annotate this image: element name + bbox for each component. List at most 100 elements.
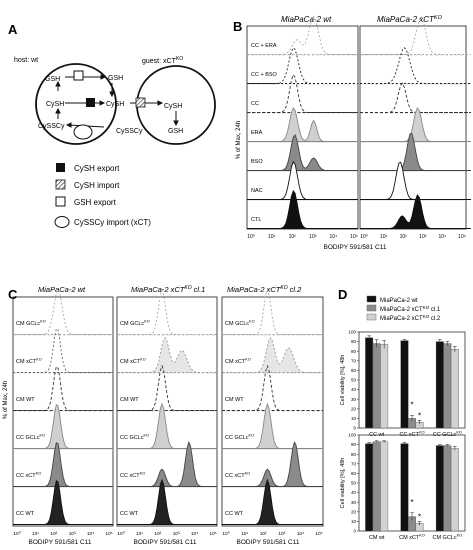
- y-tick-label: 10: [351, 519, 357, 524]
- guest-label: guest: xCTKO: [142, 56, 183, 65]
- y-tick-label: 30: [351, 500, 357, 505]
- bar: [443, 445, 452, 532]
- histogram-curve: [360, 47, 471, 84]
- y-tick-label: 90: [351, 442, 357, 447]
- axis-tick-label: 10³: [278, 531, 285, 537]
- bar: [372, 343, 381, 429]
- bar: [380, 344, 389, 429]
- panel-b-box-ko: [359, 25, 467, 230]
- bar: [365, 337, 374, 429]
- exported-gsh-label: GSH: [108, 75, 123, 82]
- panel-b-letter: B: [233, 19, 242, 34]
- legend-label-cl2: MiaPaCa-2 xCTKO cl.2: [380, 314, 441, 322]
- xct-transporter-icon: [73, 124, 93, 140]
- legend-label-cl1: MiaPaCa-2 xCTKO cl.1: [380, 305, 441, 313]
- y-tick-label: 10: [351, 416, 357, 421]
- histogram-curve: [360, 15, 471, 55]
- histogram-curve: [247, 47, 358, 84]
- panel-b-histograms: [247, 15, 471, 229]
- y-tick-label: 20: [351, 406, 357, 411]
- histogram-curve: [117, 402, 217, 449]
- legend-swatch-wt: [366, 295, 377, 303]
- histogram-curve: [222, 441, 323, 487]
- legend-swatch-cl2: [366, 313, 377, 321]
- panel-a: A host: wt guest: xCTKO GSH CySH CySSCy …: [8, 22, 216, 228]
- panel-c-row-label: CC xCTKO: [16, 472, 41, 480]
- panel-b-xlabel: BODIPY 591/581 C11: [324, 244, 387, 251]
- bar: [400, 340, 409, 429]
- y-tick-label: 70: [351, 461, 357, 466]
- panel-a-letter: A: [8, 22, 18, 37]
- bar: [435, 341, 444, 429]
- y-tick-label: 70: [351, 358, 357, 363]
- legend-cysh-export: CySH export: [74, 164, 120, 173]
- panel-b-row-label: CC + ERA: [251, 43, 277, 49]
- y-tick-label: 60: [351, 368, 357, 373]
- histogram-curve: [13, 328, 113, 373]
- panel-c-ticks: 10⁰ 10¹ 10² 10³ 10⁴ 10⁵ 10⁰ 10¹ 10² 10³ 10⁴ 10⁵ 10⁰ 1…: [13, 531, 322, 537]
- histogram-curve: [247, 160, 358, 200]
- axis-tick-label: 10³: [69, 531, 76, 537]
- panel-c-row-label: CM WT: [16, 397, 35, 403]
- panel-c-row-label: CC xCTKO: [120, 472, 145, 480]
- axis-tick-label: 10¹: [136, 531, 143, 537]
- panel-b-row-label: BSO: [251, 159, 263, 165]
- panel-c-row-label: CC GCLcKO: [225, 434, 254, 442]
- histogram-curve: [222, 402, 323, 449]
- panel-c: C MiaPaCa-2 wt MiaPaCa-2 xCTKO cl.1 MiaP…: [3, 285, 324, 546]
- histogram-curve: [360, 132, 471, 171]
- host-gsh-label: GSH: [45, 76, 60, 83]
- panel-c-row-label: CM GCLcKO: [120, 320, 150, 328]
- axis-tick-label: 10⁴: [87, 531, 94, 537]
- axis-tick-label: 10⁴: [191, 531, 198, 537]
- axis-tick-label: 10⁰: [360, 234, 368, 240]
- panel-c-row-label: CM xCTKO: [16, 358, 42, 366]
- histogram-curve: [13, 289, 113, 335]
- axis-tick-label: 10¹: [380, 234, 388, 240]
- panel-c-row-label: CM xCTKO: [225, 358, 251, 366]
- legend-gsh-export: GSH export: [74, 198, 117, 207]
- panel-c-box-wt: [12, 296, 114, 527]
- panel-b-col2-title: MiaPaCa-2 xCTKO: [377, 15, 443, 24]
- host-cyssy-label: CySSCy: [38, 123, 65, 130]
- axis-tick-label: 10⁴: [439, 234, 447, 240]
- axis-tick-label: 10⁵: [350, 234, 358, 240]
- axis-tick-label: 10⁴: [297, 531, 304, 537]
- panel-b-ticks: 10⁰ 10¹ 10² 10³ 10⁴ 10⁵ 10⁰ 10¹ 10² 10³ 10⁴ 10⁵: [247, 234, 466, 240]
- axis-tick-label: 10⁰: [117, 531, 124, 537]
- y-tick-label: 40: [351, 490, 357, 495]
- y-tick-label: 40: [351, 387, 357, 392]
- bar: [435, 445, 444, 532]
- histogram-curve: [117, 364, 217, 411]
- bar: [372, 441, 381, 532]
- guest-cysh-label: CySH: [164, 103, 182, 110]
- panel-c-row-label: CM GCLcKO: [16, 320, 46, 328]
- histogram-curve: [247, 15, 358, 55]
- y-tick-label: 0: [353, 529, 356, 534]
- axis-tick-label: 10¹: [32, 531, 39, 537]
- y-tick-label: 30: [351, 397, 357, 402]
- panel-c-col2-title: MiaPaCa-2 xCTKO cl.1: [131, 285, 205, 294]
- panel-c-row-labels: CM GCLcKO CM xCTKO CM WT CC GCLcKO CC xCTKO C…: [13, 320, 323, 517]
- significance-marker: *: [410, 401, 413, 410]
- panel-b: B MiaPaCa-2 wt MiaPaCa-2 xCTKO % of Max,…: [233, 15, 471, 251]
- ellipse-icon: [54, 216, 70, 228]
- panel-b-row-label: ERA: [251, 130, 263, 136]
- panel-c-row-label: CM WT: [225, 397, 244, 403]
- host-label: host: wt: [14, 57, 38, 64]
- panel-c-xlabel-2: BODIPY 591/581 C11: [134, 539, 197, 546]
- legend-cysscy-import: CySSCy import (xCT): [74, 218, 151, 227]
- panel-a-legend: CySH export CySH import GSH export CySSC…: [54, 163, 151, 228]
- axis-tick-label: 10²: [400, 234, 408, 240]
- panel-c-histograms: [13, 288, 323, 525]
- legend-swatch-cl1: [366, 304, 377, 312]
- axis-tick-label: 10⁰: [222, 531, 229, 537]
- panel-d-letter: D: [338, 287, 347, 302]
- host-cysh-label: CySH: [46, 101, 64, 108]
- category-label: CC GCLcKO: [433, 431, 462, 439]
- axis-tick-label: 10⁰: [247, 234, 255, 240]
- panel-b-row-label: CC + BSO: [251, 72, 278, 78]
- histogram-curve: [13, 442, 113, 487]
- panel-b-box-wt: [246, 25, 359, 230]
- panel-c-row-label: CC GCLcKO: [16, 434, 45, 442]
